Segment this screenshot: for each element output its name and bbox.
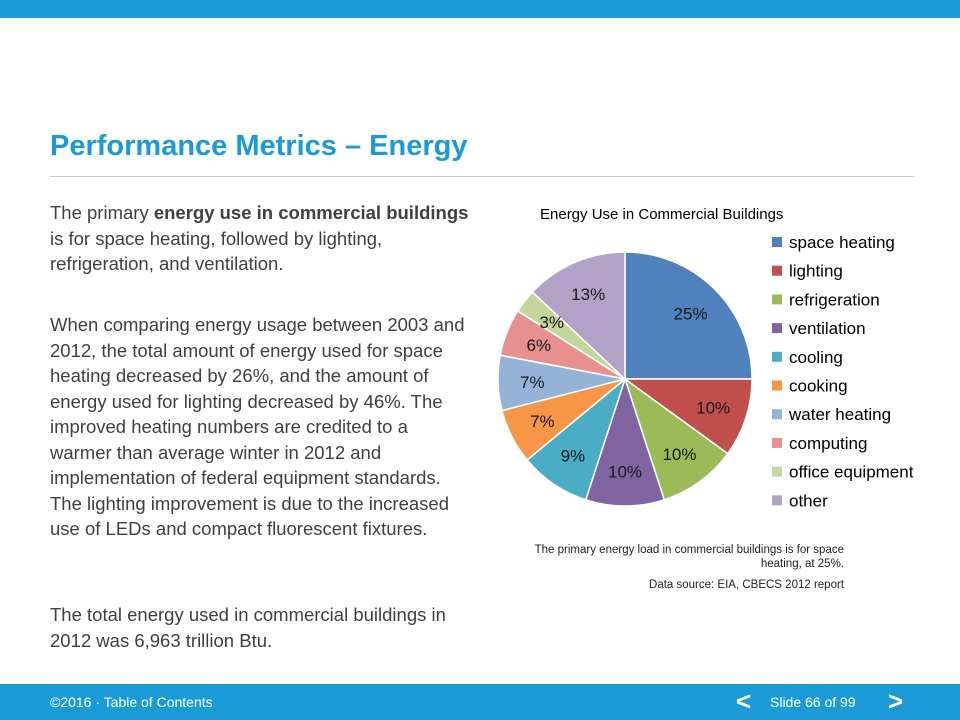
top-accent-bar (0, 0, 960, 18)
legend-label-office-equipment: office equipment (789, 463, 914, 482)
data-label-space-heating: 25% (674, 304, 708, 323)
data-label-cooking: 7% (530, 412, 555, 431)
legend-swatch-computing (772, 437, 782, 448)
pie-slice-ventilation (584, 376, 666, 507)
intro-text-end: is for space heating, followed by lighti… (50, 227, 383, 275)
legend-swatch-cooking (772, 380, 782, 391)
title-divider (50, 176, 914, 177)
page-title: Performance Metrics – Energy (50, 130, 468, 162)
table-of-contents-link[interactable]: Table of Contents (103, 694, 213, 710)
legend-label-water-heating: water heating (788, 405, 891, 424)
intro-text-start: The primary (50, 202, 154, 223)
slide-counter: Slide 66 of 99 (770, 694, 856, 710)
data-label-water-heating: 7% (520, 373, 545, 392)
legend-swatch-lighting (772, 265, 782, 276)
previous-slide-icon[interactable]: < (736, 686, 752, 716)
copyright-text: ©2016 · (50, 694, 104, 710)
legend-label-computing: computing (789, 434, 867, 453)
legend-swatch-other (772, 495, 782, 506)
data-label-other: 13% (571, 285, 605, 304)
legend-swatch-ventilation (772, 323, 782, 334)
intro-paragraph: The primary energy use in commercial bui… (50, 200, 470, 277)
legend-swatch-space-heating (772, 237, 782, 247)
pie-data-labels: 25% 10% 10% 10% 9% 7% 7% 6% 3% 13% (520, 285, 730, 482)
legend-label-other: other (789, 491, 828, 510)
legend-swatch-cooling (772, 351, 782, 362)
data-label-lighting: 10% (696, 399, 730, 418)
comparison-paragraph: When comparing energy usage between 2003… (50, 314, 465, 539)
data-source: Data source: EIA, CBECS 2012 report (649, 579, 844, 591)
legend-label-cooking: cooking (789, 377, 848, 396)
next-slide-icon[interactable]: > (888, 686, 904, 716)
legend-swatch-water-heating (772, 409, 782, 420)
intro-text-bold: energy use in commercial buildings (153, 202, 469, 223)
data-label-cooling: 9% (561, 447, 586, 466)
footer-left: ©2016 · Table of Contents (50, 694, 213, 710)
legend-label-space-heating: space heating (789, 233, 895, 252)
chart-title: Energy Use in Commercial Buildings (540, 206, 783, 223)
pie-slice-other (531, 251, 626, 381)
energy-pie-chart: Energy Use in Commercial Buildings 25% 10… (497, 206, 914, 510)
footer-bar: ©2016 · Table of Contents < Slide 66 of … (0, 684, 960, 720)
pie-slice-space-heating (624, 251, 753, 380)
pie-slice-lighting (622, 378, 753, 455)
legend-swatch-refrigeration (772, 294, 782, 305)
legend-label-lighting: lighting (789, 262, 843, 281)
data-label-office-equipment: 3% (539, 313, 564, 332)
legend-label-ventilation: ventilation (789, 319, 866, 338)
legend-swatch-office-equipment (772, 466, 782, 477)
pie-slice-refrigeration (623, 377, 729, 501)
data-label-computing: 6% (527, 336, 552, 355)
data-label-refrigeration: 10% (662, 445, 696, 464)
pie-slices (497, 251, 753, 507)
chart-legend: space heating lighting refrigeration ventil… (772, 233, 914, 510)
legend-label-refrigeration: refrigeration (789, 290, 880, 309)
total-energy-paragraph: The total energy used in commercial buil… (50, 604, 446, 651)
chart-caption: The primary energy load in commercial bu… (534, 544, 844, 570)
data-label-ventilation: 10% (608, 463, 642, 482)
legend-label-cooling: cooling (789, 348, 843, 367)
